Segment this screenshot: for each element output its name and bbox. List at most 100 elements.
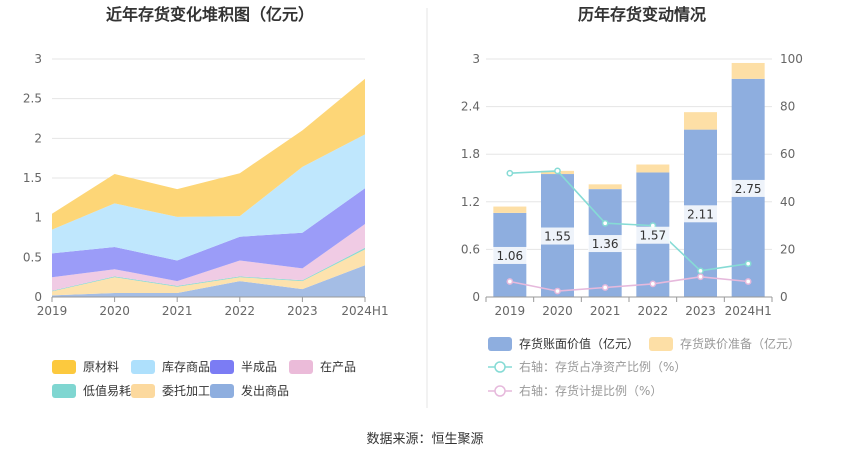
legend-label-reserve: 存货跌价准备（亿元） xyxy=(680,336,800,351)
legend-line-marker xyxy=(494,361,506,373)
legend-label-line: 右轴：存货占净资产比例（%） xyxy=(519,359,686,374)
right-x-tick-label: 2022 xyxy=(638,304,669,318)
area-发出商品 xyxy=(52,265,365,297)
bar-impairment-reserve xyxy=(493,206,527,213)
right-x-tick-label: 2023 xyxy=(685,304,716,318)
right-y-tick-label: 1.2 xyxy=(461,195,480,209)
right-y2-tick-label: 100 xyxy=(780,52,803,66)
right-grid xyxy=(486,58,772,250)
bar-label-bg xyxy=(587,235,623,253)
left-x-tick-label: 2024H1 xyxy=(341,304,388,318)
legend-swatch-在产品 xyxy=(289,360,313,374)
bar-label-bg xyxy=(492,246,528,264)
right-y-tick-label: 2.4 xyxy=(461,100,480,114)
line-point xyxy=(601,284,609,291)
right-x-tick-label: 2020 xyxy=(542,304,573,318)
right-y-tick-label: 3 xyxy=(472,52,480,66)
legend-swatch-发出商品 xyxy=(210,384,234,398)
left-y-tick-label: 0 xyxy=(34,290,42,304)
legend-label-book-value: 存货账面价值（亿元） xyxy=(519,336,639,351)
right-y2-tick-label: 40 xyxy=(780,195,795,209)
bar-data-label: 2.11 xyxy=(687,207,714,221)
bar-data-label: 1.06 xyxy=(496,249,523,263)
bar-data-label: 2.75 xyxy=(735,182,762,196)
right-y-tick-label: 1.8 xyxy=(461,147,480,161)
right-y2-tick-label: 80 xyxy=(780,100,795,114)
left-y-tick-label: 0.5 xyxy=(23,250,42,264)
area-原材料 xyxy=(52,78,365,230)
right-y2-tick-label: 20 xyxy=(780,242,795,256)
right-chart-title: 历年存货变动情况 xyxy=(578,5,706,24)
line-point xyxy=(697,273,704,281)
legend-swatch-book-value xyxy=(488,337,512,351)
bar-impairment-reserve xyxy=(684,112,717,130)
left-y-tick-label: 3 xyxy=(34,52,42,66)
bar-label-bg xyxy=(683,205,718,223)
right-y2-tick-label: 0 xyxy=(780,290,788,304)
bar-impairment-reserve xyxy=(588,184,622,190)
legend-swatch-低值易耗品 xyxy=(52,384,76,398)
data-source: 数据来源：恒生聚源 xyxy=(366,432,483,447)
bar-data-label: 1.55 xyxy=(544,230,571,244)
legend-label-低值易耗品: 低值易耗品 xyxy=(83,383,143,398)
line-point xyxy=(554,287,561,295)
bar-line-chart: 历年存货变动情况 1.06 1.55 1.36 1.57 2.11 2.75 0 0.6 1.… xyxy=(461,5,803,398)
bar-label-bg xyxy=(635,226,671,244)
bar-data-label: 1.57 xyxy=(639,229,666,243)
line-point xyxy=(744,278,752,285)
area-在产品 xyxy=(52,224,365,291)
bar-data-label: 1.36 xyxy=(592,237,619,251)
line-point xyxy=(697,267,704,275)
legend-label-line: 右轴：存货计提比例（%） xyxy=(519,383,662,398)
left-x-tick-label: 2019 xyxy=(37,304,68,318)
right-x-tick-label: 2021 xyxy=(590,304,621,318)
legend-swatch-半成品 xyxy=(210,360,234,374)
left-x-tick-label: 2022 xyxy=(225,304,256,318)
left-y-tick-label: 2 xyxy=(34,131,42,145)
bar-impairment-reserve xyxy=(731,62,765,79)
left-chart-title: 近年存货变化堆积图（亿元） xyxy=(106,5,314,24)
legend-label-库存商品: 库存商品 xyxy=(162,359,210,374)
area-库存商品 xyxy=(52,134,365,261)
left-axis: 0 0.5 1 1.5 2 2.5 3 2019 2020 2021 2022 2023 2024H1 xyxy=(23,52,389,318)
line-point xyxy=(601,219,609,227)
right-lines: 1.06 1.55 1.36 1.57 2.11 2.75 xyxy=(492,167,766,295)
area-委托加工材料 xyxy=(52,249,365,296)
bar-impairment-reserve xyxy=(636,164,670,173)
line-右轴：存货计提比例（%） xyxy=(509,275,749,292)
right-legend: 存货账面价值（亿元） 存货跌价准备（亿元） 右轴：存货占净资产比例（%） 右轴：存货计… xyxy=(488,336,800,398)
line-point xyxy=(554,167,561,175)
left-y-tick-label: 1.5 xyxy=(23,171,42,185)
right-x-tick-label: 2019 xyxy=(495,304,526,318)
left-y-tick-label: 2.5 xyxy=(23,92,42,106)
line-point xyxy=(506,278,514,285)
left-y-tick-label: 1 xyxy=(34,211,42,225)
line-point xyxy=(744,260,752,268)
right-bars xyxy=(493,62,765,297)
right-x-tick-label: 2024H1 xyxy=(725,304,772,318)
left-x-tick-label: 2020 xyxy=(99,304,130,318)
line-右轴：存货占净资产比例（%） xyxy=(509,170,749,272)
bar-label-bg xyxy=(540,227,575,245)
area-半成品 xyxy=(52,188,365,282)
legend-label-半成品: 半成品 xyxy=(241,360,277,374)
left-areas xyxy=(52,78,365,297)
legend-swatch-库存商品 xyxy=(131,360,155,374)
legend-label-在产品: 在产品 xyxy=(320,360,356,374)
bar-label-bg xyxy=(730,179,766,197)
legend-swatch-委托加工材料 xyxy=(131,384,155,398)
stacked-area-chart: 近年存货变化堆积图（亿元） 0 0.5 1 1.5 2 2.5 3 2019 2020 2021 2… xyxy=(23,5,389,398)
right-axis: 0 0.6 1.2 1.8 2.4 3 0 20 40 60 80 100 2019 2020 2021 20… xyxy=(461,52,803,318)
left-x-tick-label: 2023 xyxy=(287,304,318,318)
right-y2-tick-label: 60 xyxy=(780,147,795,161)
legend-swatch-原材料 xyxy=(52,360,76,374)
legend-swatch-reserve xyxy=(649,337,673,351)
line-point xyxy=(506,169,514,177)
legend-line-marker xyxy=(494,385,506,397)
line-point xyxy=(649,280,657,288)
legend-label-发出商品: 发出商品 xyxy=(241,383,289,398)
right-y-tick-label: 0.6 xyxy=(461,242,480,256)
legend-label-原材料: 原材料 xyxy=(83,360,119,374)
